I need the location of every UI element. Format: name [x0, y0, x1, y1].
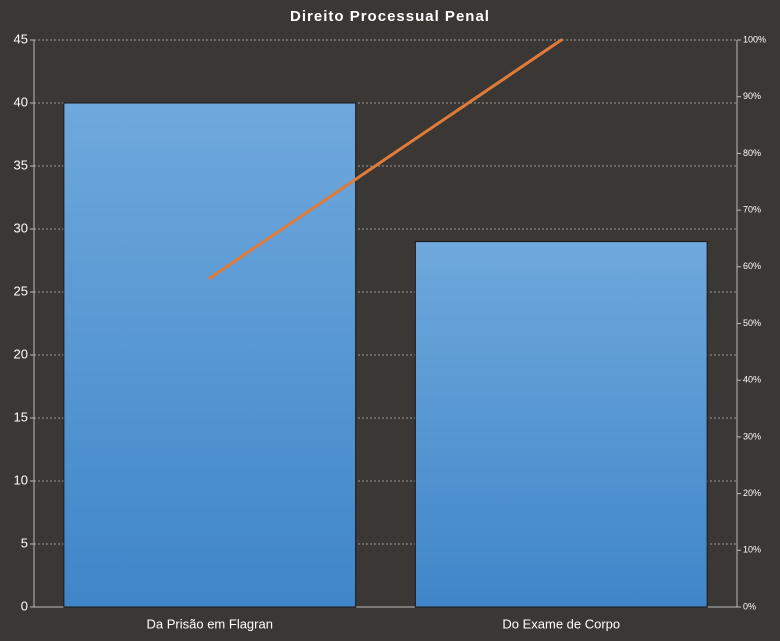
x-tick-label: Da Prisão em Flagran	[147, 616, 273, 631]
y-tick-label: 25	[14, 283, 28, 298]
bar	[414, 241, 708, 608]
y-tick-label: 15	[14, 409, 28, 424]
y-tick-label: 35	[14, 157, 28, 172]
y2-tick-label: 80%	[743, 148, 761, 158]
y-tick-label: 5	[21, 535, 28, 550]
line	[208, 38, 563, 280]
y2-tick-label: 100%	[743, 34, 766, 44]
chart-title: Direito Processual Penal	[290, 8, 490, 25]
x-tick-label: Do Exame de Corpo	[502, 616, 620, 631]
y-tick-label: 0	[21, 598, 28, 613]
y2-tick-label: 30%	[743, 431, 761, 441]
y2-tick-label: 70%	[743, 204, 761, 214]
y-tick-label: 30	[14, 220, 28, 235]
y2-tick-label: 10%	[743, 545, 761, 555]
y2-tick-label: 60%	[743, 261, 761, 271]
y-tick-label: 20	[14, 346, 28, 361]
y2-tick-label: 50%	[743, 318, 761, 328]
y2-tick-label: 20%	[743, 488, 761, 498]
y-tick-label: 45	[14, 31, 28, 46]
y-tick-label: 40	[14, 94, 28, 109]
y2-tick-label: 40%	[743, 375, 761, 385]
y2-tick-label: 90%	[743, 91, 761, 101]
y2-tick-label: 0%	[743, 601, 756, 611]
y-tick-label: 10	[14, 472, 28, 487]
bar	[63, 102, 357, 608]
